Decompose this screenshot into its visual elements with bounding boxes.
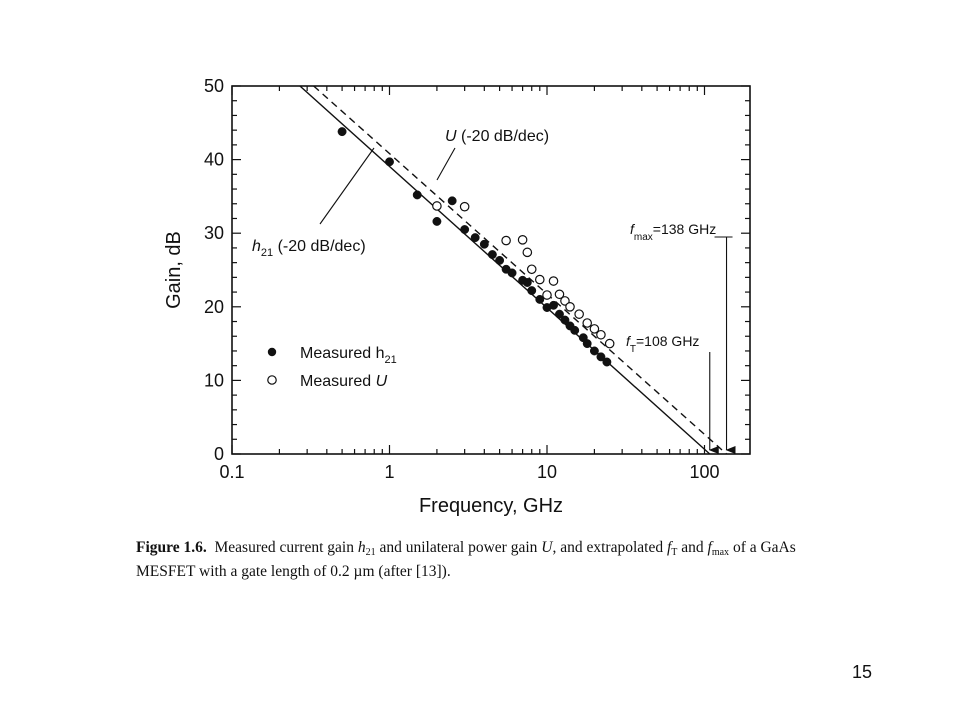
- h21-point: [337, 127, 347, 137]
- x-tick-label: 100: [689, 462, 719, 482]
- h21-point: [447, 196, 457, 206]
- h21-point: [535, 294, 545, 304]
- caption-text-10: max: [711, 547, 730, 558]
- u-point: [560, 296, 570, 306]
- u-fit-line: [313, 85, 727, 455]
- y-tick-label: 30: [204, 223, 224, 243]
- x-axis-title: Frequency, GHz: [419, 495, 563, 517]
- figure-caption: Figure 1.6. Measured current gain h21 an…: [136, 537, 796, 583]
- h21-label-leader: [319, 147, 375, 225]
- u-point: [459, 201, 470, 212]
- u-point: [574, 309, 584, 319]
- h21-point: [582, 339, 592, 349]
- caption-text-11: of a GaAs MESFET with a gate length of 0…: [136, 539, 796, 580]
- u-point: [517, 235, 528, 245]
- u-point: [596, 329, 606, 340]
- caption-text-3: and unilateral power gain: [375, 539, 542, 556]
- h21-point: [412, 190, 422, 200]
- h21-point: [487, 250, 497, 259]
- y-tick-label: 20: [204, 297, 224, 317]
- caption-text-5: , and extrapolated: [552, 539, 667, 556]
- h21-point: [527, 286, 537, 296]
- h21-point: [560, 315, 570, 325]
- h21-point: [470, 233, 480, 243]
- u-point: [604, 338, 615, 349]
- h21-point: [385, 157, 394, 167]
- y-tick-label: 40: [204, 150, 224, 170]
- h21-point: [589, 346, 599, 356]
- legend-marker-u: [267, 375, 277, 385]
- axis-ticks: [231, 85, 750, 455]
- x-tick-label: 0.1: [219, 462, 244, 482]
- u-point: [582, 318, 593, 328]
- h21-line-label: h21 (-20 dB/dec): [252, 238, 366, 259]
- caption-text-7: T: [671, 547, 678, 558]
- caption-text-4: U: [541, 539, 553, 556]
- legend-label-h21: Measured h21: [300, 345, 397, 366]
- u-point: [542, 290, 552, 300]
- h21-point: [596, 352, 606, 362]
- caption-text-0: Measured current gain: [214, 539, 358, 556]
- legend-label-u: Measured U: [300, 373, 388, 390]
- u-point: [548, 276, 559, 286]
- u-point: [565, 301, 575, 312]
- h21-point: [555, 309, 564, 319]
- ft-label: fT=108 GHz: [626, 333, 699, 355]
- plot-frame: [231, 85, 751, 455]
- y-axis-title: Gain, dB: [163, 231, 185, 309]
- caption-text-9: f: [707, 539, 712, 556]
- h21-point: [507, 268, 517, 278]
- h21-point: [432, 216, 442, 226]
- h21-point: [495, 255, 505, 265]
- figure-scan-area: [128, 52, 796, 612]
- y-tick-label: 50: [204, 76, 224, 96]
- h21-point: [602, 357, 612, 367]
- h21-point: [522, 278, 532, 287]
- h21-point: [549, 300, 558, 310]
- caption-text-1: h: [357, 539, 366, 556]
- x-tick-label: 10: [537, 462, 557, 482]
- axis-tick-labels: 0.1 1 10 100 0 10 20 30 40 50: [204, 76, 720, 482]
- measured-h21-points: [337, 127, 612, 367]
- h21-point: [479, 239, 489, 249]
- u-point: [522, 247, 533, 258]
- caption-label: Figure 1.6.: [136, 539, 207, 556]
- u-point: [501, 235, 511, 246]
- u-line-label: U (-20 dB/dec): [445, 128, 549, 145]
- y-tick-label: 0: [214, 444, 224, 464]
- caption-text-2: 21: [365, 547, 376, 558]
- u-point: [432, 201, 442, 211]
- legend-marker-h21: [267, 347, 277, 357]
- u-label-leader: [436, 147, 456, 181]
- y-tick-label: 10: [204, 370, 224, 390]
- legend: Measured h21 Measured U: [267, 345, 397, 390]
- caption-text-6: f: [666, 539, 672, 556]
- x-tick-label: 1: [384, 462, 394, 482]
- h21-point: [570, 325, 580, 335]
- measured-u-points: [432, 201, 615, 349]
- fmax-label: fmax=138 GHz: [630, 221, 716, 243]
- page-number: 15: [852, 662, 873, 682]
- u-point: [589, 324, 600, 334]
- u-point: [534, 274, 545, 285]
- caption-text-8: and: [677, 539, 708, 556]
- u-point: [526, 264, 537, 275]
- u-point: [554, 289, 565, 300]
- h21-point: [460, 225, 470, 234]
